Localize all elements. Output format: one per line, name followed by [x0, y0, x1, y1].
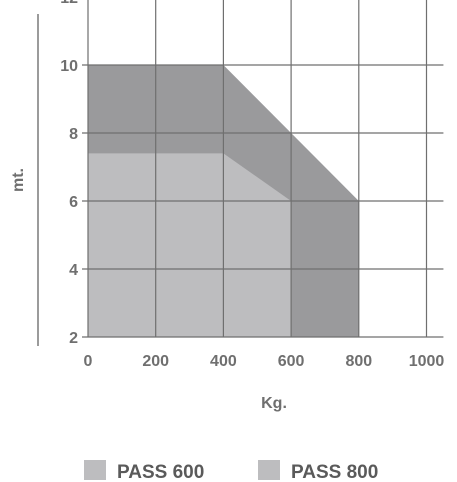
x-tick-label: 400 [210, 353, 237, 370]
legend-label: PASS 800 [291, 462, 378, 482]
y-axis-label: mt. [10, 168, 27, 192]
y-tick-label: 6 [69, 194, 78, 211]
y-tick-labels: 2 4 6 8 10 12 [60, 0, 78, 347]
x-tick-label: 800 [345, 353, 372, 370]
y-tick-label: 4 [69, 262, 78, 279]
x-tick-label: 0 [84, 353, 93, 370]
x-tick-labels: 0 200 400 600 800 1000 [84, 353, 445, 370]
legend-swatch [258, 460, 280, 480]
legend: PASS 600 PASS 800 [84, 460, 378, 482]
grid-layer [82, 0, 444, 338]
x-axis-label: Kg. [261, 395, 287, 412]
y-tick-label: 2 [69, 330, 78, 347]
y-tick-label: 10 [60, 58, 78, 75]
x-tick-label: 200 [142, 353, 169, 370]
legend-label: PASS 600 [117, 462, 204, 482]
x-tick-label: 1000 [409, 353, 445, 370]
legend-swatch [84, 460, 106, 480]
y-tick-label: 12 [60, 0, 78, 7]
area-pass-600 [88, 153, 292, 337]
x-tick-label: 600 [278, 353, 305, 370]
y-tick-label: 8 [69, 126, 78, 143]
